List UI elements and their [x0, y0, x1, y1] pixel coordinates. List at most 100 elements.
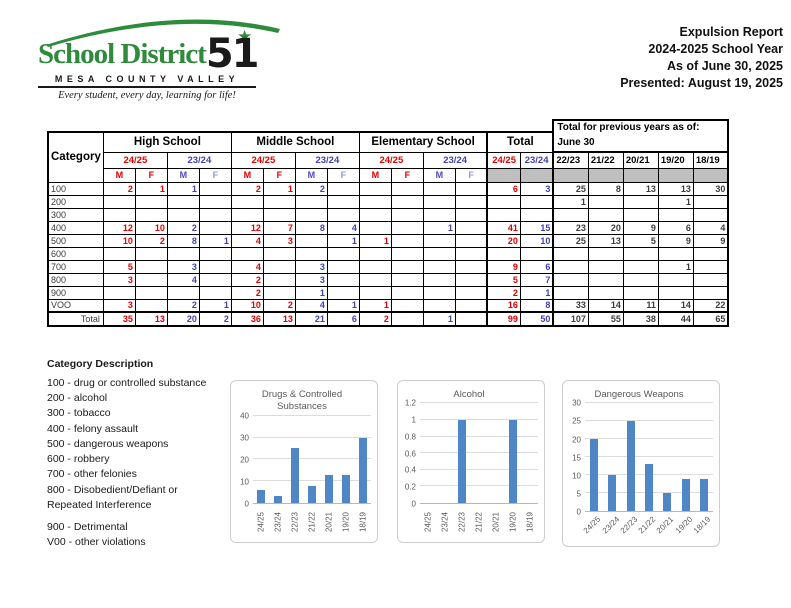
x-tick-label: 24/25	[582, 515, 603, 536]
previous-years-header-line2: June 30	[557, 136, 595, 148]
total-row: Total 35 13 20 2 36 13 21 6 2 1 99 50 107 55 38 44 65	[47, 311, 729, 327]
category-cell: 700	[47, 259, 104, 274]
data-cell	[552, 285, 589, 300]
male-header: M	[102, 167, 136, 183]
data-cell	[326, 246, 360, 261]
total-section-header: Total	[486, 131, 554, 153]
male-header: M	[422, 167, 456, 183]
bar	[626, 421, 635, 511]
gridline	[420, 402, 538, 404]
y-tick-label: 0.6	[404, 449, 416, 459]
total-year-prior: 23/24	[519, 151, 554, 169]
data-cell	[486, 194, 521, 209]
chart-title: Alcohol	[453, 389, 485, 400]
bar	[681, 478, 690, 511]
data-cell: 44	[657, 311, 694, 327]
data-cell	[454, 207, 488, 222]
female-header: F	[262, 167, 296, 183]
data-cell: 6	[657, 220, 694, 235]
chart-alcohol: Alcohol 0 0.2 0.4 0.6 0.8 1 1.2 24/25 23/24 22/23 2…	[397, 380, 545, 543]
y-tick-label: 0.2	[404, 482, 416, 492]
middle-school-header: Middle School	[230, 131, 360, 153]
x-axis: 24/25 23/24 22/23 21/22 20/21 19/20 18/19	[420, 504, 538, 540]
data-cell	[454, 311, 488, 327]
data-cell	[657, 285, 694, 300]
data-cell: 1	[519, 285, 554, 300]
category-description-item: 700 - other felonies	[47, 468, 137, 481]
report-presented-date: Presented: August 19, 2025	[620, 75, 783, 90]
gridline	[420, 485, 538, 487]
category-cell: 500	[47, 233, 104, 248]
x-tick-label: 21/22	[307, 511, 317, 533]
bar	[358, 437, 367, 503]
data-cell: 9	[486, 259, 521, 274]
data-cell: 8	[519, 298, 554, 313]
female-header: F	[134, 167, 168, 183]
data-cell	[454, 181, 488, 196]
data-cell	[390, 181, 424, 196]
y-tick-label: 1	[411, 415, 416, 425]
data-cell: 13	[262, 311, 296, 327]
data-cell	[198, 285, 232, 300]
data-cell: 25	[552, 181, 589, 196]
data-cell	[262, 246, 296, 261]
category-cell: 300	[47, 207, 104, 222]
data-cell	[519, 194, 554, 209]
data-cell: 1	[552, 194, 589, 209]
category-description-item: 400 - felony assault	[47, 422, 139, 435]
data-cell	[519, 246, 554, 261]
y-tick-label: 0	[244, 499, 249, 509]
table-row: 100 2 1 1 2 1 2 6 3 25 8 13 13 30	[47, 181, 729, 196]
data-cell	[358, 220, 392, 235]
data-cell: 8	[294, 220, 328, 235]
gridline	[253, 458, 371, 460]
data-cell	[486, 207, 521, 222]
data-cell	[454, 298, 488, 313]
data-cell	[454, 194, 488, 209]
category-description-item: 800 - Disobedient/Defiant or Repeated In…	[47, 483, 178, 511]
plot-area	[585, 402, 713, 512]
data-cell: 12	[230, 220, 264, 235]
y-tick-label: 15	[572, 453, 581, 463]
data-cell: 2	[198, 311, 232, 327]
gridline	[253, 414, 371, 416]
data-cell	[454, 272, 488, 287]
data-cell: 65	[692, 311, 729, 327]
data-cell	[134, 285, 168, 300]
bar	[644, 464, 653, 511]
data-cell	[552, 259, 589, 274]
empty-header-cell	[486, 167, 521, 183]
x-tick-label: 21/22	[636, 515, 658, 536]
data-cell: 1	[358, 233, 392, 248]
data-cell	[422, 194, 456, 209]
data-cell	[358, 194, 392, 209]
data-cell	[326, 207, 360, 222]
female-header: F	[454, 167, 488, 183]
category-cell: 900	[47, 285, 104, 300]
data-cell: 9	[622, 220, 659, 235]
prev-year-18-19: 18/19	[692, 151, 729, 169]
gridline	[253, 480, 371, 482]
data-cell	[692, 246, 729, 261]
data-cell	[587, 285, 624, 300]
data-cell	[358, 285, 392, 300]
table-row: 200 1 1	[47, 194, 729, 209]
plot-area	[420, 402, 538, 504]
x-tick-label: 22/23	[618, 515, 640, 536]
gridline	[420, 452, 538, 454]
data-cell	[166, 285, 200, 300]
y-tick-label: 40	[240, 411, 249, 421]
data-cell: 1	[326, 233, 360, 248]
data-cell	[166, 194, 200, 209]
data-cell	[587, 207, 624, 222]
y-axis: 0 0.2 0.4 0.6 0.8 1 1.2	[400, 399, 420, 509]
data-cell	[262, 272, 296, 287]
data-cell: 13	[657, 181, 694, 196]
x-tick-label: 24/25	[256, 511, 266, 533]
data-cell	[166, 207, 200, 222]
gridline	[420, 418, 538, 420]
data-cell: 4	[326, 220, 360, 235]
data-cell	[134, 207, 168, 222]
data-cell: 2	[166, 220, 200, 235]
data-cell: 13	[587, 233, 624, 248]
